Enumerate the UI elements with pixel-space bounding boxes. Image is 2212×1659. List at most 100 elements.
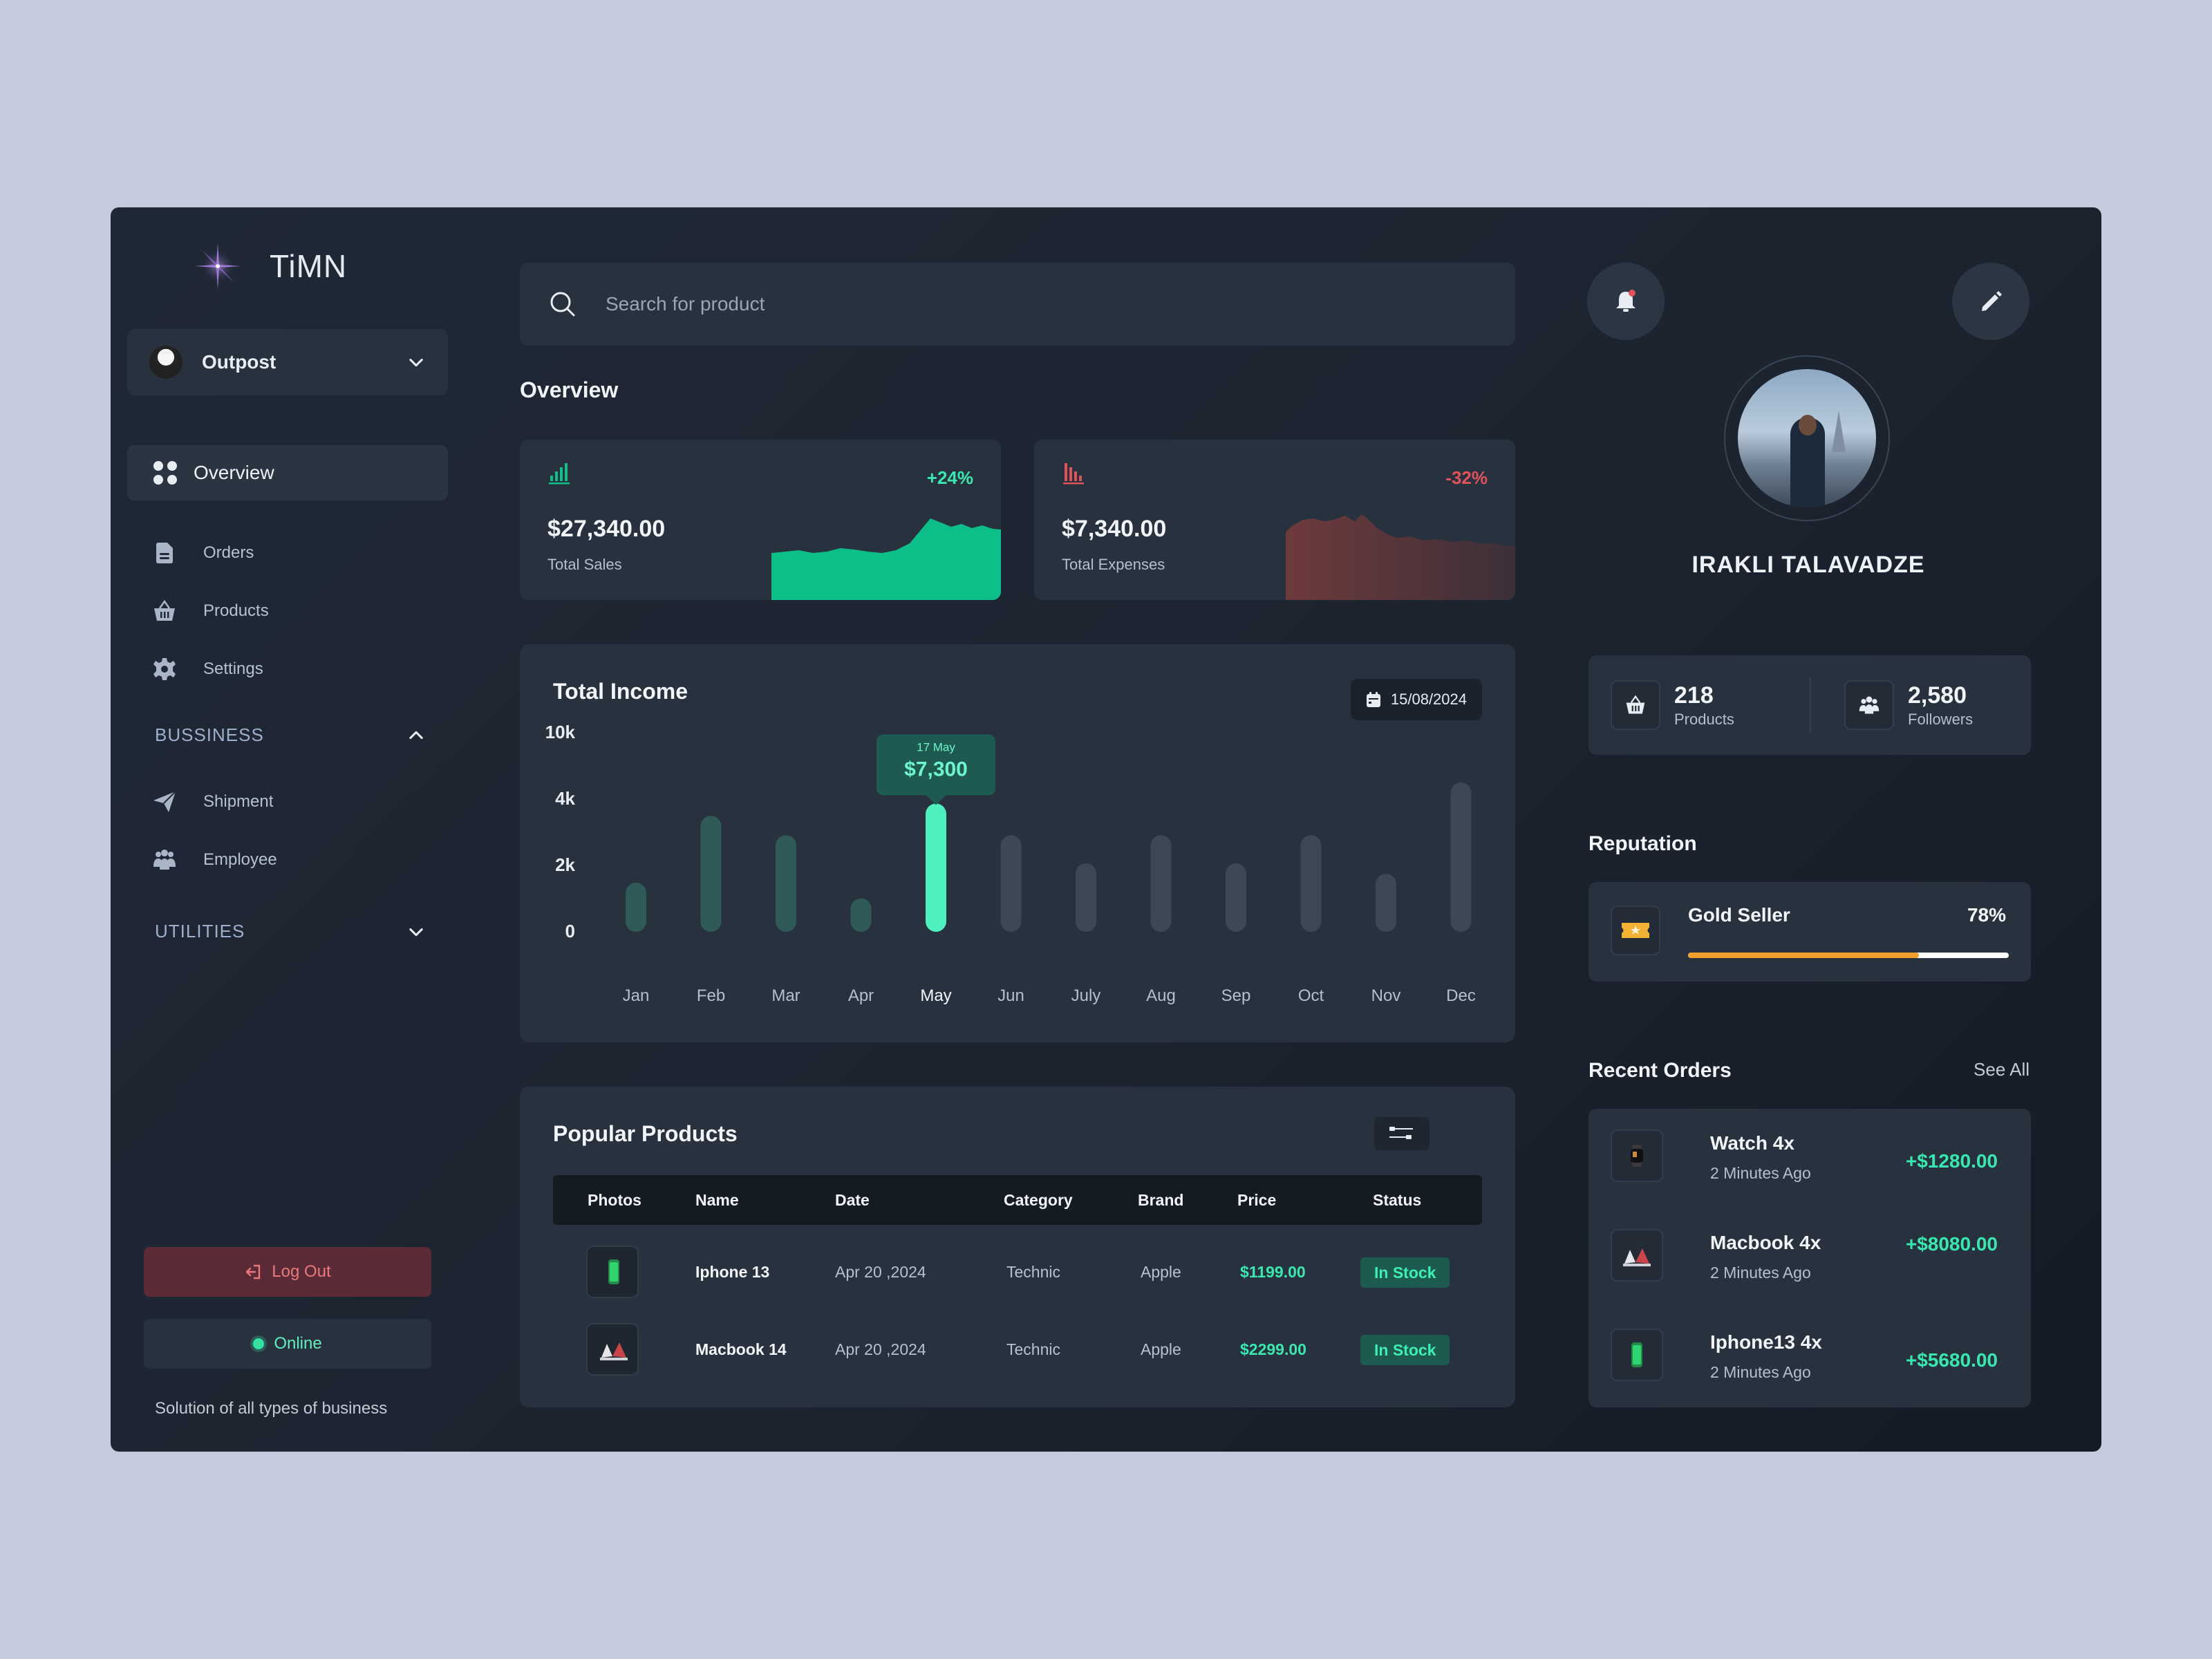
col-status: Status <box>1373 1191 1422 1209</box>
table-row[interactable]: Iphone 13 Apr 20 ,2024 Technic Apple $11… <box>553 1239 1482 1305</box>
section-utilities-toggle[interactable]: UTILITIES <box>155 921 426 942</box>
recent-orders-card: Watch 4x 2 Minutes Ago +$1280.00 Macbook… <box>1588 1109 2031 1407</box>
filter-button[interactable] <box>1374 1117 1430 1150</box>
y-tick-label: 4k <box>555 788 575 809</box>
list-item[interactable]: Macbook 4x 2 Minutes Ago +$8080.00 <box>1611 1225 2009 1291</box>
order-name: Iphone13 4x <box>1710 1331 1822 1353</box>
x-tick-label: Dec <box>1446 986 1476 1005</box>
sidebar-item-employee[interactable]: Employee <box>152 847 277 872</box>
chevron-down-icon <box>409 358 423 367</box>
bar-apr <box>850 898 872 932</box>
sidebar-item-label: Employee <box>203 850 277 869</box>
tooltip-date: 17 May <box>917 740 955 753</box>
logo[interactable]: TiMN <box>194 242 347 290</box>
sales-value: $27,340.00 <box>547 516 666 542</box>
sales-change: +24% <box>926 467 973 488</box>
orders-icon <box>156 543 173 563</box>
tooltip-pointer <box>926 795 946 805</box>
search-icon <box>550 292 575 317</box>
products-stat[interactable]: 218 Products <box>1611 680 1734 730</box>
product-price: $1199.00 <box>1240 1263 1306 1281</box>
online-status[interactable]: Online <box>144 1319 431 1369</box>
calendar-icon <box>1366 692 1380 707</box>
followers-count: 2,580 <box>1908 682 1967 709</box>
table-header: Photos Name Date Category Brand Price St… <box>553 1175 1482 1225</box>
online-label: Online <box>274 1334 322 1353</box>
table-row[interactable]: Macbook 14 Apr 20 ,2024 Technic Apple $2… <box>553 1316 1482 1382</box>
followers-stat[interactable]: 2,580 Followers <box>1844 680 1973 730</box>
online-dot-icon <box>253 1338 265 1349</box>
reputation-card: Gold Seller 78% <box>1588 882 2031 982</box>
sidebar: TiMN Outpost Overview Orders Products Se… <box>111 207 470 1452</box>
expenses-change: -32% <box>1445 467 1488 488</box>
sales-sparkline <box>771 518 1001 600</box>
x-tick-label: Sep <box>1221 986 1251 1005</box>
col-brand: Brand <box>1138 1191 1184 1209</box>
chevron-up-icon <box>409 731 423 739</box>
profile-stats-card: 218 Products 2,580 Followers <box>1588 655 2031 755</box>
phone-icon <box>1611 1329 1663 1381</box>
search-bar[interactable] <box>520 263 1515 346</box>
reputation-progress <box>1688 953 2009 958</box>
bar-sep <box>1226 863 1246 932</box>
order-amount: +$1280.00 <box>1905 1150 1998 1172</box>
reputation-progress-fill <box>1688 953 1920 958</box>
workspace-avatar <box>149 346 182 379</box>
col-date: Date <box>835 1191 870 1209</box>
laptop-icon <box>600 1342 628 1360</box>
sidebar-item-settings[interactable]: Settings <box>152 657 263 682</box>
bell-icon <box>1616 290 1635 312</box>
product-name: Macbook 14 <box>695 1340 787 1358</box>
basket-icon <box>1611 680 1660 730</box>
logout-button[interactable]: Log Out <box>144 1247 431 1297</box>
col-photos: Photos <box>588 1191 641 1209</box>
gold-ticket-icon <box>1611 906 1660 955</box>
product-date: Apr 20 ,2024 <box>835 1340 926 1358</box>
section-business-label: BUSSINESS <box>155 724 264 745</box>
recent-orders-heading: Recent Orders <box>1588 1059 1732 1082</box>
total-sales-card[interactable]: +24% $27,340.00 Total Sales <box>520 440 1001 600</box>
photo-detail <box>1799 415 1817 435</box>
sidebar-item-orders[interactable]: Orders <box>152 541 254 565</box>
gear-icon <box>153 658 176 680</box>
notifications-button[interactable] <box>1587 263 1665 340</box>
bar-chart-down-icon <box>1063 463 1084 485</box>
x-tick-label: Jun <box>997 986 1024 1005</box>
profile-avatar-ring <box>1724 355 1890 521</box>
sidebar-item-overview[interactable]: Overview <box>127 445 448 500</box>
filter-icon <box>1389 1127 1413 1139</box>
see-all-link[interactable]: See All <box>1974 1059 2030 1080</box>
bar-dec <box>1450 782 1472 932</box>
workspace-selector[interactable]: Outpost <box>127 329 448 395</box>
reputation-percent: 78% <box>1967 904 2006 926</box>
grid-dots-icon <box>153 461 177 485</box>
bar-mar <box>776 835 796 932</box>
order-name: Watch 4x <box>1710 1132 1794 1154</box>
paper-plane-icon <box>153 791 176 812</box>
watch-icon <box>1611 1130 1663 1182</box>
bar-may <box>926 803 946 932</box>
col-category: Category <box>1004 1191 1073 1209</box>
sidebar-item-label: Overview <box>194 462 274 483</box>
basket-icon <box>154 599 175 621</box>
list-item[interactable]: Iphone13 4x 2 Minutes Ago +$5680.00 <box>1611 1324 2009 1391</box>
followers-caption: Followers <box>1908 710 1974 728</box>
order-time: 2 Minutes Ago <box>1710 1164 1811 1182</box>
product-price: $2299.00 <box>1240 1340 1306 1358</box>
section-business-toggle[interactable]: BUSSINESS <box>155 724 426 746</box>
sidebar-item-label: Shipment <box>203 792 274 811</box>
sidebar-item-products[interactable]: Products <box>152 599 269 624</box>
popular-products-card: Popular Products Photos Name Date Catego… <box>520 1087 1515 1407</box>
total-expenses-card[interactable]: -32% $7,340.00 Total Expenses <box>1034 440 1515 600</box>
edit-profile-button[interactable] <box>1952 263 2030 340</box>
bar-july <box>1076 863 1096 932</box>
list-item[interactable]: Watch 4x 2 Minutes Ago +$1280.00 <box>1611 1125 2009 1192</box>
search-input[interactable] <box>606 293 1435 315</box>
x-tick-label: Oct <box>1298 986 1324 1005</box>
date-picker-button[interactable]: 15/08/2024 <box>1350 679 1482 720</box>
sidebar-item-shipment[interactable]: Shipment <box>152 789 273 814</box>
workspace-name: Outpost <box>202 351 276 373</box>
followers-icon <box>1844 680 1894 730</box>
profile-avatar[interactable] <box>1738 369 1876 507</box>
sparkle-logo-icon <box>195 243 241 289</box>
